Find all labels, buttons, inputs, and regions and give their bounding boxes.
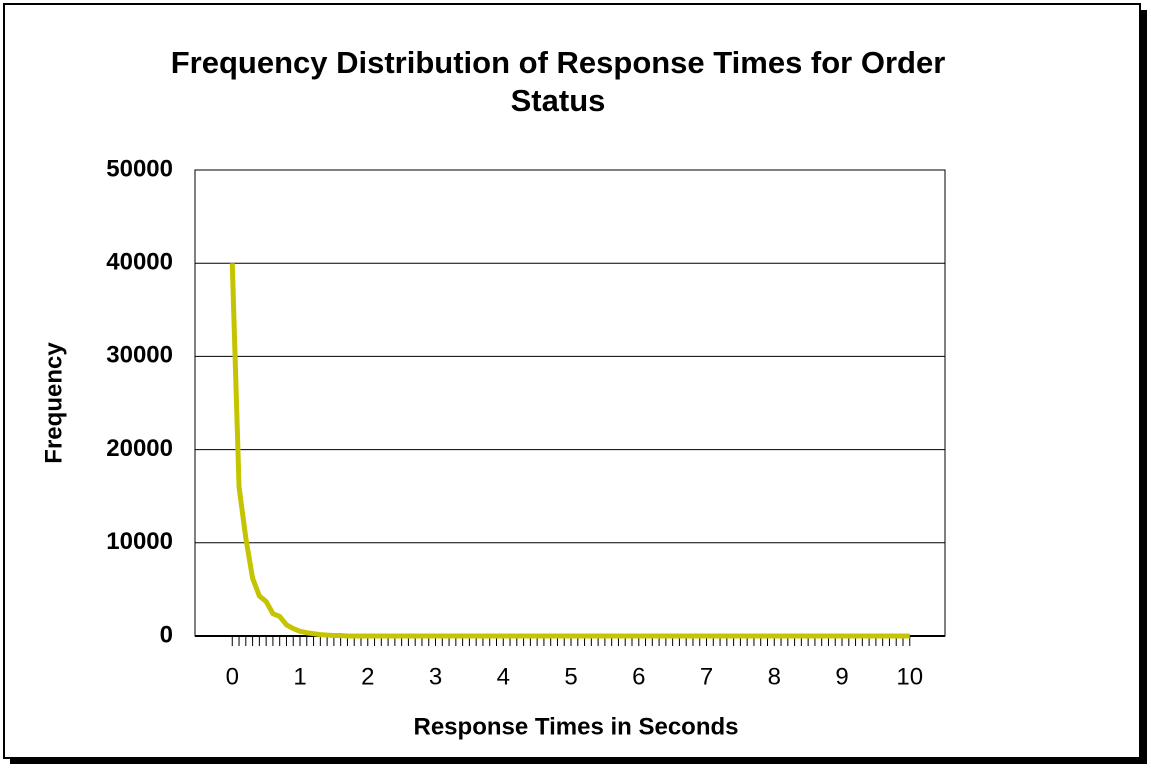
x-tick-label: 2 xyxy=(361,663,374,690)
x-tick-label: 6 xyxy=(632,663,645,690)
x-tick-label: 10 xyxy=(896,663,923,690)
data-line xyxy=(229,263,910,639)
frame-shadow xyxy=(1140,10,1147,764)
plot-area xyxy=(194,169,946,637)
x-tick-label: 8 xyxy=(768,663,781,690)
y-tick-label: 30000 xyxy=(106,342,173,369)
frame-shadow xyxy=(10,758,1147,764)
x-tick-label: 7 xyxy=(700,663,713,690)
y-tick-label: 20000 xyxy=(106,435,173,462)
x-tick-label: 5 xyxy=(564,663,577,690)
x-tick-label: 3 xyxy=(429,663,442,690)
x-axis-title: Response Times in Seconds xyxy=(414,713,739,740)
x-tick-label: 9 xyxy=(835,663,848,690)
x-tick-label: 0 xyxy=(226,663,239,690)
chart-title: Frequency Distribution of Response Times… xyxy=(170,45,946,118)
y-axis-title: Frequency xyxy=(40,342,67,464)
y-tick-label: 10000 xyxy=(106,528,173,555)
x-tick-label: 1 xyxy=(293,663,306,690)
y-tick-label: 0 xyxy=(160,621,173,648)
y-tick-label: 50000 xyxy=(106,155,173,182)
x-tick-label: 4 xyxy=(497,663,510,690)
y-tick-label: 40000 xyxy=(106,249,173,276)
